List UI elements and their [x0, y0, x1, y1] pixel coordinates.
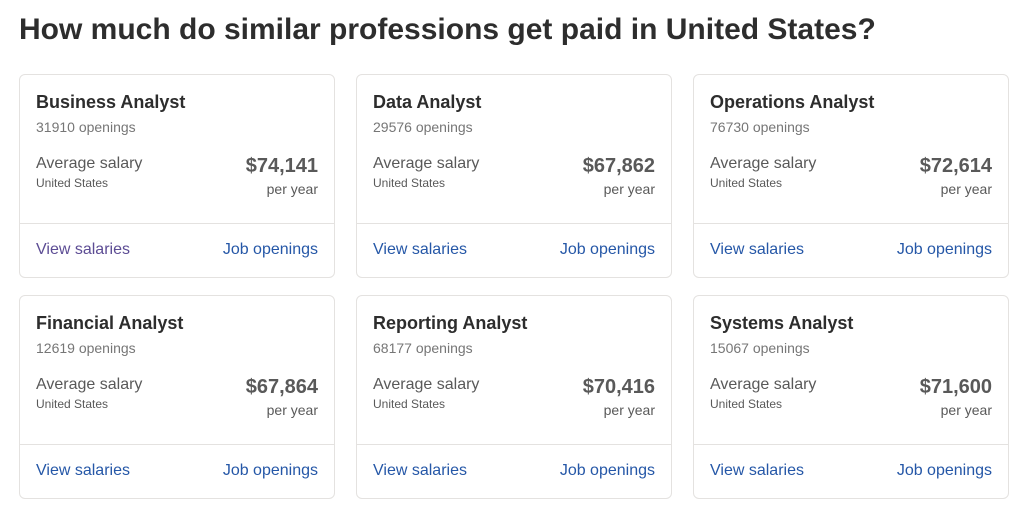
openings: 68177 openings — [373, 340, 473, 356]
salary-label: Average salary — [36, 376, 143, 393]
period: per year — [940, 181, 992, 197]
salary: $71,600 — [919, 376, 992, 398]
salary-label: Average salary — [373, 155, 480, 172]
card-title: Data Analyst — [373, 92, 482, 112]
openings: 31910 openings — [36, 119, 136, 135]
job-openings-link[interactable]: Job openings — [222, 462, 318, 479]
location: United States — [373, 176, 446, 190]
page-title: How much do similar professions get paid… — [19, 13, 876, 46]
view-salaries-link[interactable]: View salaries — [710, 462, 804, 479]
salary-label: Average salary — [373, 376, 480, 393]
view-salaries-link[interactable]: View salaries — [373, 462, 467, 479]
job-openings-link[interactable]: Job openings — [896, 462, 992, 479]
profession-card: Operations Analyst 76730 openings Average … — [693, 74, 1009, 278]
divider — [694, 223, 1008, 224]
location: United States — [710, 397, 783, 411]
period: per year — [603, 181, 655, 197]
openings: 12619 openings — [36, 340, 136, 356]
salary-label: Average salary — [36, 155, 143, 172]
profession-card: Data Analyst 29576 openings Average salary… — [356, 74, 672, 278]
divider — [20, 444, 334, 445]
salary: $72,614 — [919, 155, 992, 177]
card-title: Operations Analyst — [710, 92, 875, 112]
profession-card: Business Analyst 31910 openings Average sa… — [19, 74, 335, 278]
salary-label: Average salary — [710, 155, 817, 172]
openings: 76730 openings — [710, 119, 810, 135]
salary: $67,862 — [582, 155, 655, 177]
location: United States — [36, 397, 109, 411]
divider — [694, 444, 1008, 445]
salary: $74,141 — [245, 155, 318, 177]
card-title: Financial Analyst — [36, 313, 184, 333]
view-salaries-link[interactable]: View salaries — [373, 241, 467, 258]
location: United States — [36, 176, 109, 190]
divider — [357, 444, 671, 445]
location: United States — [373, 397, 446, 411]
salary: $67,864 — [245, 376, 318, 398]
period: per year — [266, 181, 318, 197]
divider — [20, 223, 334, 224]
period: per year — [940, 402, 992, 418]
job-openings-link[interactable]: Job openings — [896, 241, 992, 258]
card-title: Systems Analyst — [710, 313, 854, 333]
openings: 29576 openings — [373, 119, 473, 135]
job-openings-link[interactable]: Job openings — [559, 462, 655, 479]
location: United States — [710, 176, 783, 190]
view-salaries-link[interactable]: View salaries — [710, 241, 804, 258]
view-salaries-link[interactable]: View salaries — [36, 241, 130, 258]
profession-card: Reporting Analyst 68177 openings Average s… — [356, 295, 672, 499]
salary-label: Average salary — [710, 376, 817, 393]
period: per year — [603, 402, 655, 418]
salary: $70,416 — [582, 376, 655, 398]
profession-card: Systems Analyst 15067 openings Average sal… — [693, 295, 1009, 499]
card-title: Reporting Analyst — [373, 313, 528, 333]
period: per year — [266, 402, 318, 418]
job-openings-link[interactable]: Job openings — [222, 241, 318, 258]
view-salaries-link[interactable]: View salaries — [36, 462, 130, 479]
divider — [357, 223, 671, 224]
job-openings-link[interactable]: Job openings — [559, 241, 655, 258]
card-title: Business Analyst — [36, 92, 186, 112]
profession-card: Financial Analyst 12619 openings Average s… — [19, 295, 335, 499]
openings: 15067 openings — [710, 340, 810, 356]
